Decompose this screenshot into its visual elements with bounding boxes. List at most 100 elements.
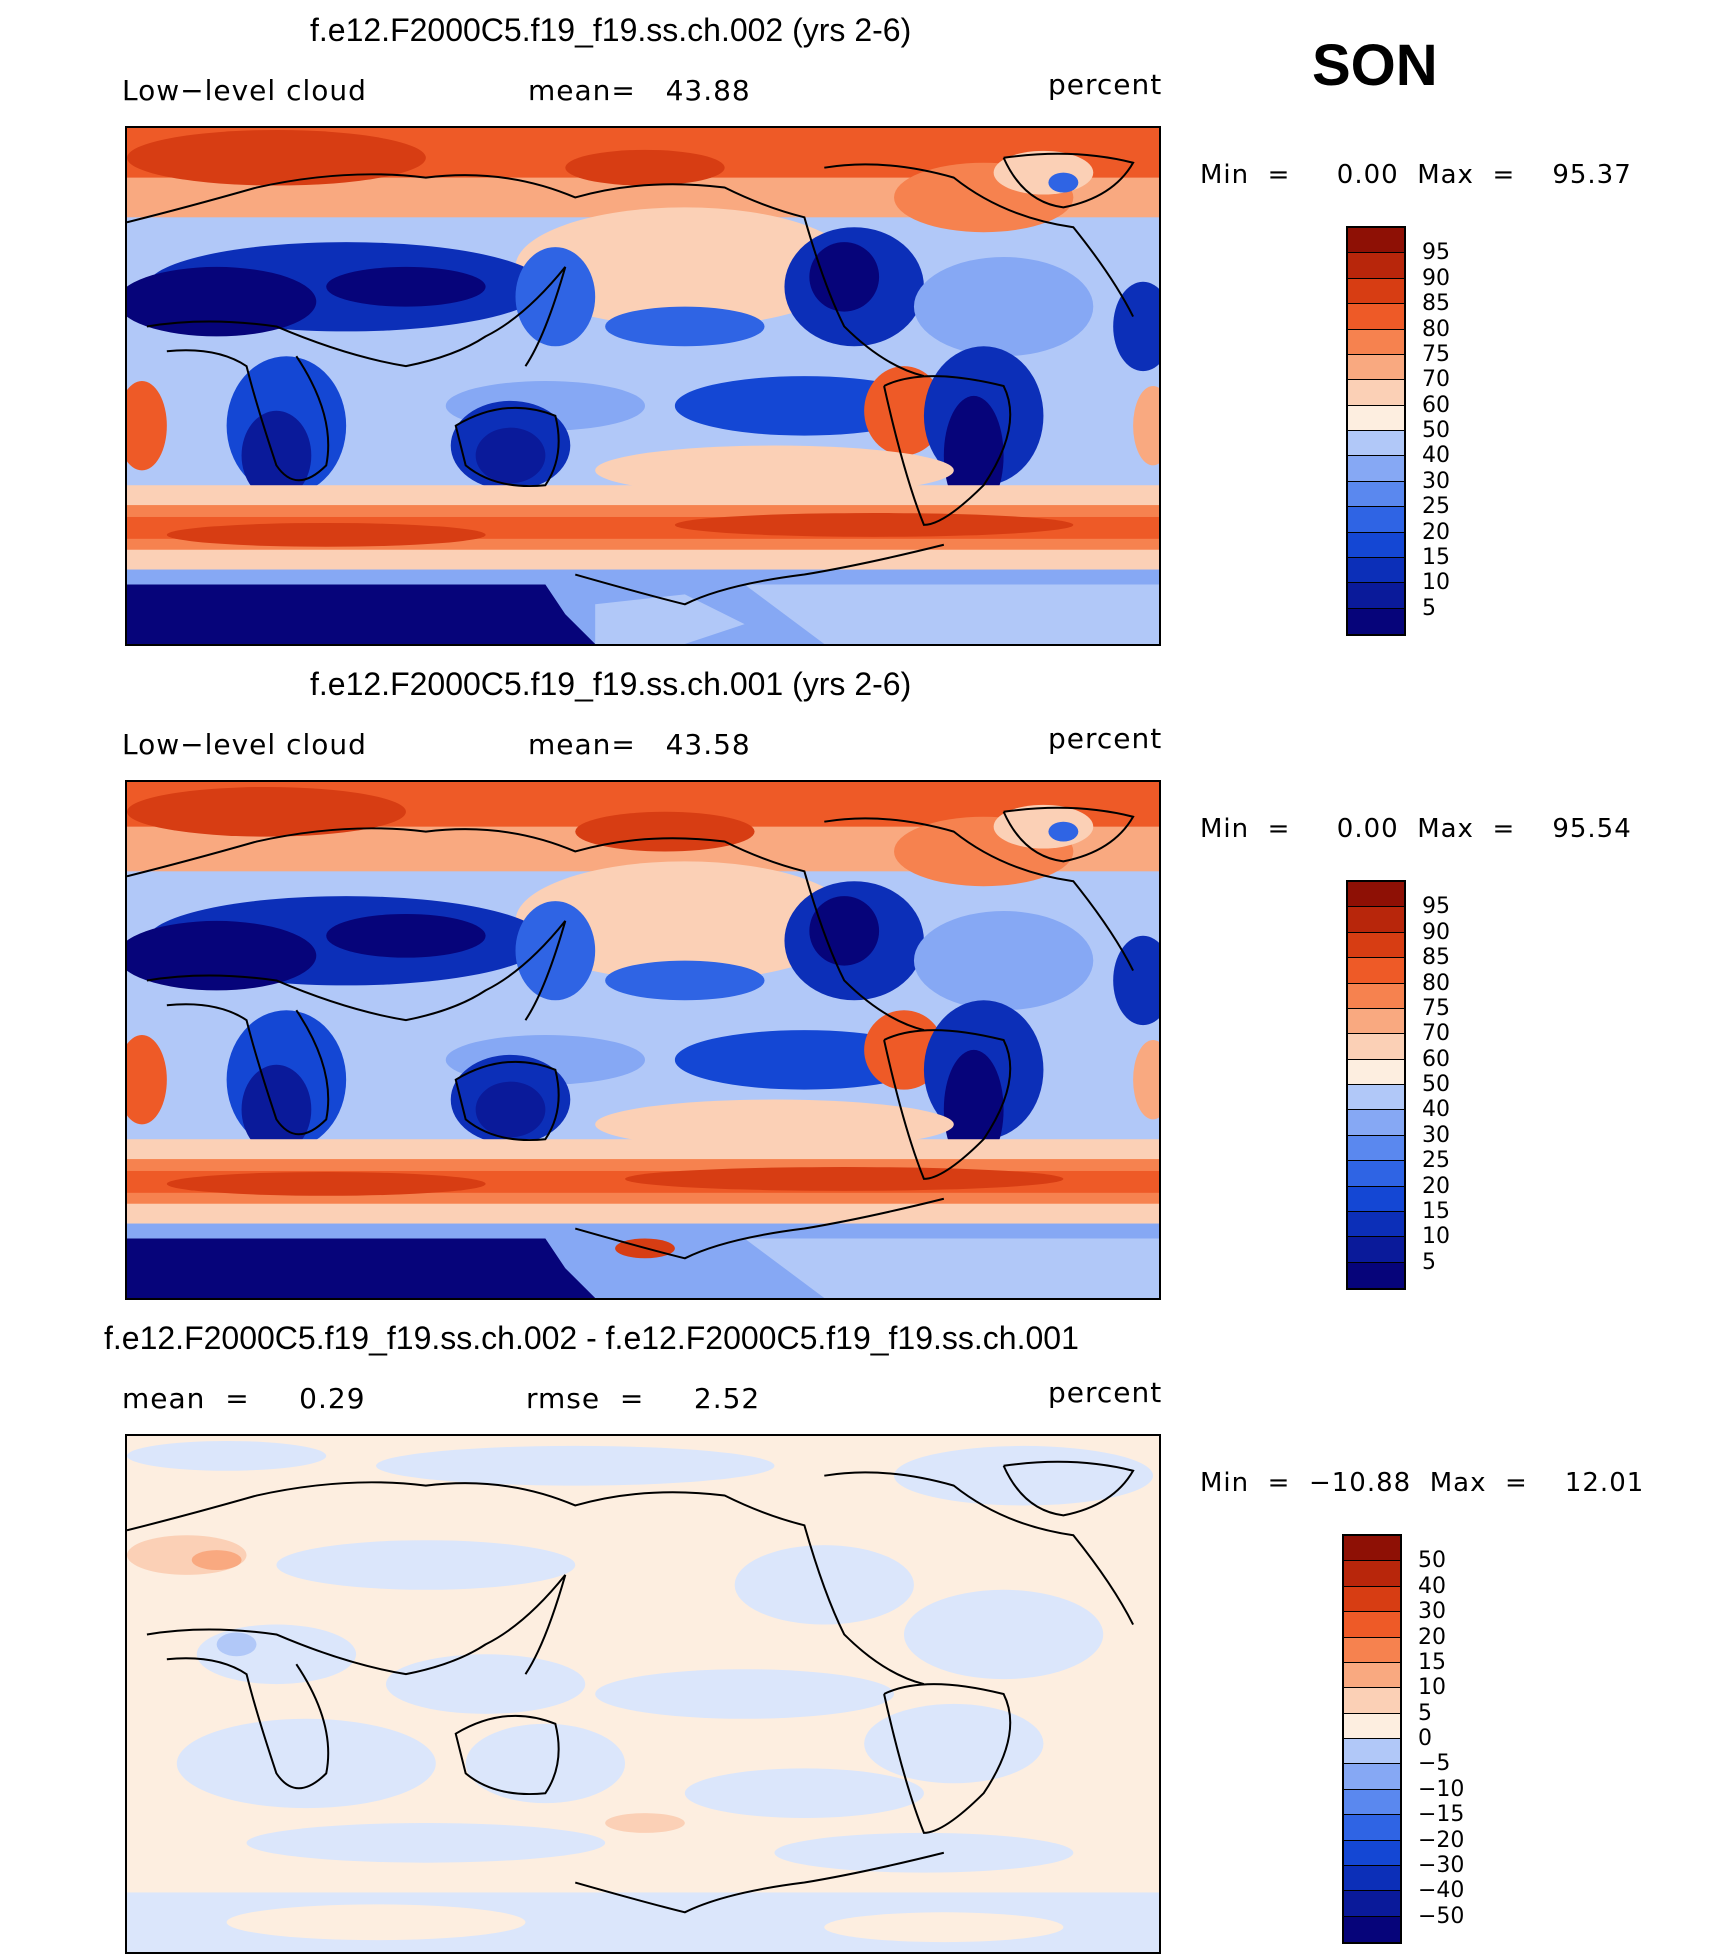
colorbar-segment bbox=[1348, 583, 1404, 609]
colorbar-segment bbox=[1348, 983, 1404, 1009]
colorbar-tick-label: 5 bbox=[1418, 1700, 1432, 1726]
colorbar-segment bbox=[1348, 1135, 1404, 1162]
colorbar-segment bbox=[1348, 431, 1404, 457]
colorbar-tick-label: 15 bbox=[1422, 544, 1450, 570]
colorbar-tick-label: −40 bbox=[1418, 1878, 1465, 1904]
colorbar-segment bbox=[1344, 1764, 1400, 1790]
colorbar-tick-label: 20 bbox=[1422, 1173, 1450, 1199]
colorbar-segment bbox=[1348, 456, 1404, 482]
colorbar-tick-label: 95 bbox=[1422, 240, 1450, 266]
panel-1-mean-label: mean= 43.88 bbox=[528, 74, 751, 107]
panel-2-title: f.e12.F2000C5.f19_f19.ss.ch.001 (yrs 2-6… bbox=[310, 666, 912, 702]
colorbar-segment bbox=[1348, 278, 1404, 305]
colorbar-tick-label: 40 bbox=[1422, 443, 1450, 469]
colorbar-segment bbox=[1348, 329, 1404, 355]
panel-1-variable-label: Low−level cloud bbox=[122, 74, 367, 107]
colorbar-tick-label: −10 bbox=[1418, 1776, 1465, 1802]
colorbar-tick-label: 60 bbox=[1422, 1046, 1450, 1072]
colorbar-segment bbox=[1348, 932, 1404, 959]
colorbar-tick-label: 15 bbox=[1418, 1649, 1446, 1675]
panel-3-title: f.e12.F2000C5.f19_f19.ss.ch.002 - f.e12.… bbox=[104, 1320, 1079, 1356]
colorbar-segment bbox=[1344, 1637, 1400, 1663]
colorbar-segment bbox=[1348, 1008, 1404, 1035]
panel-3-colorbar bbox=[1342, 1534, 1402, 1944]
panel-3-minmax: Min = −10.88 Max = 12.01 bbox=[1200, 1468, 1645, 1498]
colorbar-segment bbox=[1344, 1662, 1400, 1689]
colorbar-segment bbox=[1348, 958, 1404, 984]
panel-1-minmax: Min = 0.00 Max = 95.37 bbox=[1200, 160, 1632, 190]
colorbar-tick-label: 20 bbox=[1422, 519, 1450, 545]
colorbar-tick-label: 50 bbox=[1422, 418, 1450, 443]
colorbar-segment bbox=[1348, 1262, 1404, 1288]
panel-1-contour-field bbox=[127, 128, 1159, 644]
panel-3-units-label: percent bbox=[1048, 1376, 1163, 1409]
colorbar-tick-label: 30 bbox=[1422, 468, 1450, 494]
colorbar-tick-label: 30 bbox=[1422, 1122, 1450, 1148]
colorbar-tick-label: 80 bbox=[1422, 316, 1450, 342]
colorbar-tick-label: −15 bbox=[1418, 1802, 1465, 1828]
colorbar-segment bbox=[1344, 1789, 1400, 1816]
panel-1-map bbox=[125, 126, 1161, 646]
colorbar-segment bbox=[1348, 1034, 1404, 1060]
colorbar-tick-label: 40 bbox=[1418, 1573, 1446, 1599]
colorbar-tick-label: −30 bbox=[1418, 1852, 1465, 1878]
colorbar-segment bbox=[1344, 1586, 1400, 1613]
colorbar-tick-label: 0 bbox=[1418, 1726, 1432, 1751]
panel-1-units-label: percent bbox=[1048, 68, 1163, 101]
panel-3-rmse-label: rmse = 2.52 bbox=[526, 1382, 761, 1415]
colorbar-tick-label: 80 bbox=[1422, 970, 1450, 996]
colorbar-segment bbox=[1344, 1739, 1400, 1765]
colorbar-tick-label: 95 bbox=[1422, 894, 1450, 920]
colorbar-segment bbox=[1344, 1536, 1400, 1562]
colorbar-segment bbox=[1344, 1612, 1400, 1638]
colorbar-tick-label: −5 bbox=[1418, 1751, 1451, 1777]
panel-2-minmax: Min = 0.00 Max = 95.54 bbox=[1200, 814, 1632, 844]
colorbar-segment bbox=[1348, 380, 1404, 406]
colorbar-segment bbox=[1348, 608, 1404, 634]
colorbar-tick-label: 30 bbox=[1418, 1599, 1446, 1625]
colorbar-tick-label: 70 bbox=[1422, 367, 1450, 393]
colorbar-segment bbox=[1348, 354, 1404, 381]
colorbar-segment bbox=[1344, 1891, 1400, 1917]
colorbar-tick-label: 40 bbox=[1422, 1097, 1450, 1123]
panel-1-title: f.e12.F2000C5.f19_f19.ss.ch.002 (yrs 2-6… bbox=[310, 12, 912, 48]
colorbar-tick-label: 85 bbox=[1422, 291, 1450, 317]
colorbar-tick-label: 5 bbox=[1422, 595, 1436, 621]
colorbar-segment bbox=[1348, 304, 1404, 330]
colorbar-segment bbox=[1348, 882, 1404, 908]
panel-2-variable-label: Low−level cloud bbox=[122, 728, 367, 761]
panel-2-mean-label: mean= 43.58 bbox=[528, 728, 751, 761]
colorbar-tick-label: 10 bbox=[1422, 1224, 1450, 1250]
colorbar-segment bbox=[1348, 253, 1404, 279]
colorbar-segment bbox=[1348, 1059, 1404, 1085]
colorbar-segment bbox=[1344, 1916, 1400, 1942]
colorbar-segment bbox=[1348, 405, 1404, 431]
colorbar-segment bbox=[1348, 228, 1404, 254]
colorbar-segment bbox=[1348, 507, 1404, 533]
colorbar-segment bbox=[1344, 1713, 1400, 1739]
colorbar-tick-label: 15 bbox=[1422, 1198, 1450, 1224]
colorbar-segment bbox=[1348, 481, 1404, 508]
colorbar-tick-label: 10 bbox=[1418, 1675, 1446, 1701]
colorbar-segment bbox=[1348, 1085, 1404, 1111]
colorbar-tick-label: −20 bbox=[1418, 1827, 1465, 1853]
colorbar-segment bbox=[1348, 1161, 1404, 1187]
colorbar-tick-label: 85 bbox=[1422, 945, 1450, 971]
colorbar-tick-label: 5 bbox=[1422, 1249, 1436, 1275]
colorbar-segment bbox=[1344, 1865, 1400, 1892]
colorbar-segment bbox=[1348, 1211, 1404, 1238]
colorbar-tick-label: 90 bbox=[1422, 919, 1450, 945]
panel-3-mean-label: mean = 0.29 bbox=[122, 1382, 366, 1415]
season-label: SON bbox=[1312, 33, 1438, 98]
panel-3-contour-field bbox=[127, 1436, 1159, 1952]
panel-1-colorbar bbox=[1346, 226, 1406, 636]
panel-2-map bbox=[125, 780, 1161, 1300]
colorbar-tick-label: 75 bbox=[1422, 995, 1450, 1021]
colorbar-tick-label: 60 bbox=[1422, 392, 1450, 418]
colorbar-segment bbox=[1344, 1688, 1400, 1714]
colorbar-segment bbox=[1348, 1110, 1404, 1136]
colorbar-segment bbox=[1348, 532, 1404, 558]
colorbar-segment bbox=[1348, 1237, 1404, 1263]
colorbar-tick-label: 20 bbox=[1418, 1624, 1446, 1650]
colorbar-tick-label: −50 bbox=[1418, 1903, 1465, 1929]
